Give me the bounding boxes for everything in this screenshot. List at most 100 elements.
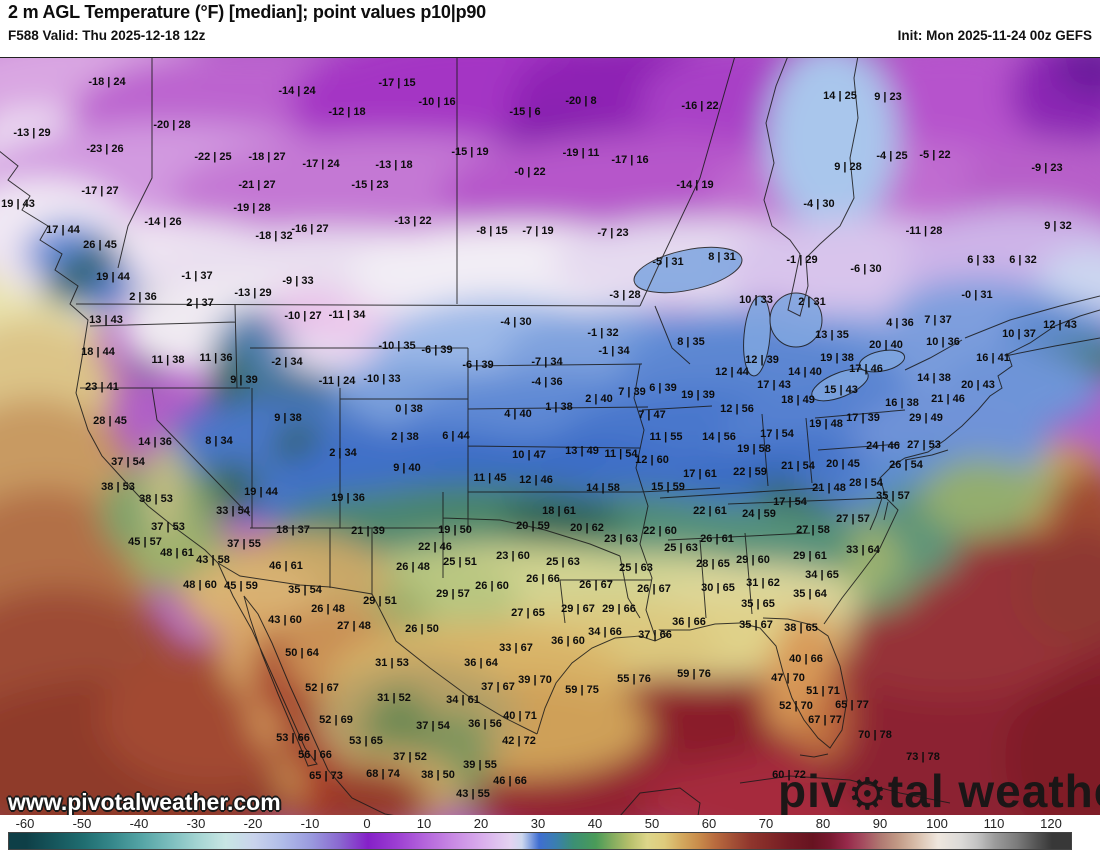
- point-value: 11 | 38: [151, 354, 185, 366]
- colorbar-tick-label: 30: [530, 816, 546, 831]
- point-value: 38 | 53: [101, 481, 135, 493]
- point-value: 42 | 72: [502, 735, 536, 747]
- point-value: 21 | 46: [931, 393, 965, 405]
- point-value: -11 | 34: [328, 309, 366, 321]
- point-value: 8 | 31: [708, 251, 736, 263]
- point-value: 68 | 74: [366, 768, 400, 780]
- point-value: 27 | 57: [836, 513, 870, 525]
- point-value: 26 | 50: [405, 623, 439, 635]
- point-value: 39 | 55: [463, 759, 497, 771]
- point-value: 24 | 46: [866, 440, 900, 452]
- point-value: 8 | 35: [677, 336, 705, 348]
- point-value: 7 | 37: [924, 314, 952, 326]
- point-value: 35 | 57: [876, 490, 910, 502]
- point-value: 26 | 67: [637, 583, 671, 595]
- point-value: 15 | 59: [651, 481, 685, 493]
- point-value: 18 | 37: [276, 524, 310, 536]
- point-value: 37 | 66: [638, 629, 672, 641]
- point-value: 26 | 60: [475, 580, 509, 592]
- point-value: 10 | 36: [926, 336, 960, 348]
- point-value: 0 | 38: [395, 403, 423, 415]
- point-value: 30 | 65: [701, 582, 735, 594]
- colorbar-tick-label: 110: [983, 816, 1005, 831]
- point-value: 25 | 63: [619, 562, 653, 574]
- point-value: 29 | 67: [561, 603, 595, 615]
- point-value: 52 | 70: [779, 700, 813, 712]
- point-value: -19 | 11: [562, 147, 600, 159]
- point-value: 18 | 61: [542, 505, 576, 517]
- colorbar-tick-label: 10: [416, 816, 432, 831]
- point-value: 11 | 54: [604, 448, 638, 460]
- point-value: 33 | 54: [216, 505, 250, 517]
- point-value: -13 | 22: [394, 215, 432, 227]
- point-value: 12 | 56: [720, 403, 754, 415]
- point-value: 19 | 44: [244, 486, 278, 498]
- point-value: -7 | 19: [522, 225, 554, 237]
- point-value: -4 | 30: [500, 316, 532, 328]
- website-watermark: www.pivotalweather.com: [8, 789, 281, 815]
- point-value: 19 | 44: [96, 271, 130, 283]
- point-value: -17 | 27: [81, 185, 119, 197]
- point-value: -14 | 24: [278, 85, 316, 97]
- point-value: 28 | 54: [849, 477, 883, 489]
- colorbar-gradient: [8, 832, 1072, 850]
- point-value: 28 | 45: [93, 415, 127, 427]
- point-value: -18 | 32: [255, 230, 293, 242]
- point-value: 12 | 60: [635, 454, 669, 466]
- point-value: 59 | 76: [677, 668, 711, 680]
- point-value: 8 | 34: [205, 435, 233, 447]
- point-value: 27 | 58: [796, 524, 830, 536]
- point-value: 22 | 60: [643, 525, 677, 537]
- point-value: -5 | 31: [652, 256, 684, 268]
- point-value: 23 | 41: [85, 381, 119, 393]
- point-value: 29 | 66: [602, 603, 636, 615]
- point-value: 9 | 23: [874, 91, 902, 103]
- point-value: 17 | 54: [760, 428, 794, 440]
- point-value: 14 | 36: [138, 436, 172, 448]
- colorbar: -60 -50 -40 -30 -20 -10 0 10 20 30 40 50 60 70 80 90 100…: [0, 815, 1100, 850]
- point-value: 20 | 62: [570, 522, 604, 534]
- point-value: 20 | 40: [869, 339, 903, 351]
- point-value: -23 | 26: [86, 143, 124, 155]
- colorbar-tick-label: 0: [363, 816, 371, 831]
- point-value: 17 | 43: [757, 379, 791, 391]
- point-value: -17 | 24: [302, 158, 340, 170]
- point-value: 52 | 69: [319, 714, 353, 726]
- point-value: -21 | 27: [238, 179, 276, 191]
- colorbar-tick-label: -40: [129, 816, 149, 831]
- point-value: 37 | 67: [481, 681, 515, 693]
- gear-icon: ⚙: [847, 770, 888, 816]
- point-value: -16 | 22: [681, 100, 719, 112]
- point-value: 46 | 61: [269, 560, 303, 572]
- point-value: 7 | 39: [618, 386, 646, 398]
- colorbar-tick-label: 80: [815, 816, 831, 831]
- point-value: 10 | 33: [739, 294, 773, 306]
- point-value: 9 | 32: [1044, 220, 1072, 232]
- point-value: 35 | 64: [793, 588, 827, 600]
- point-value: -1 | 32: [587, 327, 619, 339]
- init-time-label: Init: Mon 2025-11-24 00z GEFS: [897, 28, 1092, 43]
- point-value: -12 | 18: [328, 106, 366, 118]
- point-value: 36 | 60: [551, 635, 585, 647]
- colorbar-tick-label: 70: [758, 816, 774, 831]
- point-value: 21 | 39: [351, 525, 385, 537]
- point-value: 29 | 51: [363, 595, 397, 607]
- point-value: -6 | 39: [421, 344, 453, 356]
- point-value: 9 | 38: [274, 412, 302, 424]
- point-value: 19 | 48: [809, 418, 843, 430]
- point-value: -11 | 24: [318, 375, 356, 387]
- point-value: 19 | 43: [1, 198, 35, 210]
- point-value: 13 | 43: [89, 314, 123, 326]
- colorbar-tick-label: -60: [15, 816, 35, 831]
- point-value: 45 | 59: [224, 580, 258, 592]
- geography-borders: [0, 58, 1100, 816]
- brand-watermark: piv⚙tal weather: [778, 764, 1100, 816]
- point-value: 14 | 58: [586, 482, 620, 494]
- brand-text-right: tal weather: [887, 765, 1100, 816]
- point-value: 22 | 59: [733, 466, 767, 478]
- point-value: 67 | 77: [808, 714, 842, 726]
- point-value: -20 | 28: [153, 119, 191, 131]
- point-value: -10 | 27: [284, 310, 322, 322]
- point-value: -11 | 28: [905, 225, 943, 237]
- point-value: 34 | 61: [446, 694, 480, 706]
